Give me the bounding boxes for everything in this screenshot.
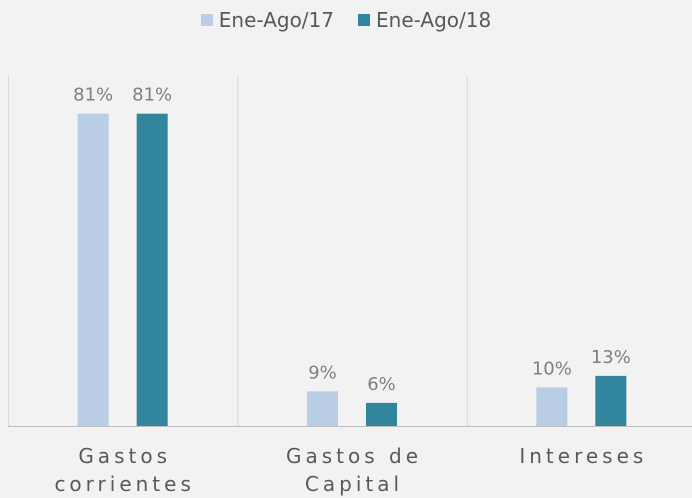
legend: Ene-Ago/17 Ene-Ago/18 (0, 8, 692, 32)
value-label: 10% (532, 358, 572, 379)
bar (136, 113, 168, 426)
value-label: 81% (132, 85, 172, 106)
bar (536, 387, 568, 426)
x-tick-label: Gastos corrientes (54, 444, 195, 496)
legend-label: Ene-Ago/17 (218, 8, 334, 32)
legend-swatch (200, 14, 213, 26)
value-label: 6% (367, 374, 396, 395)
legend-label: Ene-Ago/18 (376, 8, 492, 32)
legend-item: Ene-Ago/17 (200, 8, 334, 32)
legend-item: Ene-Ago/18 (358, 8, 491, 32)
legend-swatch (358, 14, 370, 26)
bar (595, 375, 627, 426)
x-tick-label: Gastos de Capital (285, 444, 423, 496)
value-label: 13% (591, 347, 631, 368)
value-label: 9% (308, 362, 337, 383)
bar (307, 391, 338, 426)
bar (366, 402, 397, 426)
bar (77, 113, 109, 426)
x-tick-label: Intereses (519, 444, 648, 468)
value-label: 81% (73, 85, 113, 106)
